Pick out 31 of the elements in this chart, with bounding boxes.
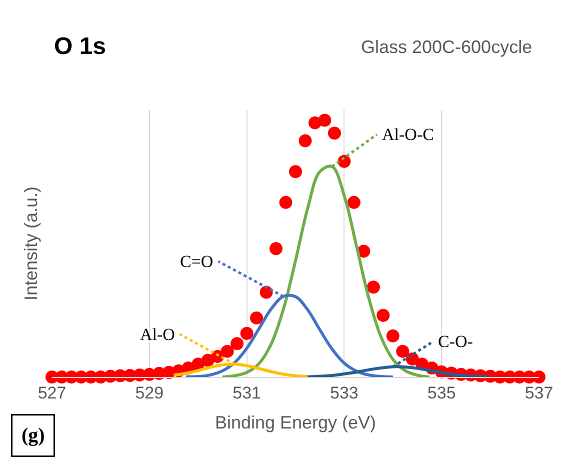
point (250, 311, 264, 324)
y-axis-title: Intensity (a.u.) (21, 186, 42, 301)
series-label: C-O- (438, 332, 474, 351)
x-tick-label: 535 (427, 383, 456, 402)
text: (g) (22, 424, 45, 446)
point (240, 326, 254, 340)
point (396, 344, 410, 358)
text: Al-O-C (382, 125, 434, 144)
x-tick-label: 529 (135, 383, 164, 402)
point (270, 242, 283, 256)
x-axis-title: Binding Energy (eV) (214, 412, 376, 432)
point (347, 196, 360, 209)
point (328, 126, 341, 140)
point (386, 329, 400, 342)
chart-title: O 1s (54, 33, 106, 60)
point (289, 165, 302, 178)
x-tick-label: 537 (524, 383, 554, 402)
series-label: Al-O (140, 325, 175, 344)
chart-subtitle: Glass 200C-600cycle (361, 37, 532, 57)
point (532, 370, 546, 384)
point (318, 114, 332, 127)
x-tick-label: 527 (38, 383, 66, 402)
point (279, 196, 292, 209)
point (220, 344, 234, 358)
point (298, 134, 312, 148)
x-tick-label: 531 (232, 383, 261, 402)
x-tick-label: 533 (330, 383, 358, 402)
text: C=O (180, 252, 214, 271)
point (230, 337, 244, 350)
point (376, 308, 390, 322)
point (366, 280, 380, 294)
